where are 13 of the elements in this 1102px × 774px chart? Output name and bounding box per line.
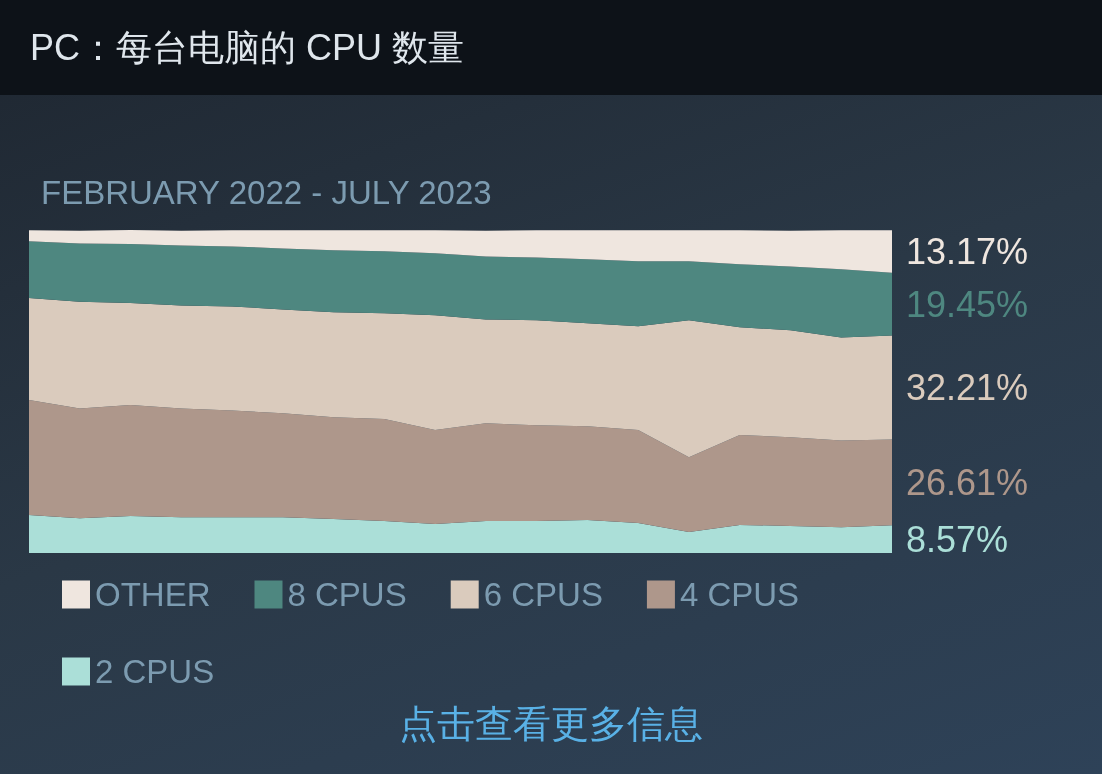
data-label: 26.61%: [906, 461, 1029, 503]
legend-label: 6 CPUS: [483, 576, 603, 613]
legend-label: 2 CPUS: [95, 653, 215, 690]
data-label: 32.21%: [906, 367, 1029, 409]
text: 点击查看更多信息: [399, 703, 703, 745]
data-label: 19.45%: [906, 283, 1029, 325]
data-label: 13.17%: [906, 231, 1029, 273]
data-label: 8.57%: [906, 518, 1009, 560]
legend-label: OTHER: [95, 576, 211, 613]
legend-label: 8 CPUS: [287, 576, 407, 613]
legend-label: 4 CPUS: [679, 576, 800, 613]
chart-subtitle: FEBRUARY 2022 - JULY 2023: [41, 174, 492, 211]
chart-title: PC：每台电脑的 CPU 数量: [0, 0, 1102, 95]
